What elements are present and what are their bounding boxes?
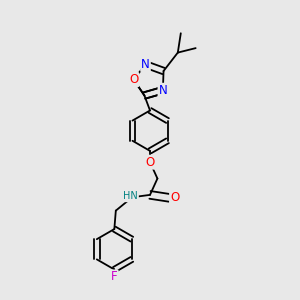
Text: O: O (146, 156, 154, 169)
Text: O: O (170, 191, 179, 204)
Text: O: O (129, 73, 138, 86)
Text: N: N (141, 58, 150, 71)
Text: N: N (158, 84, 167, 97)
Text: F: F (111, 270, 118, 284)
Text: HN: HN (123, 191, 138, 201)
